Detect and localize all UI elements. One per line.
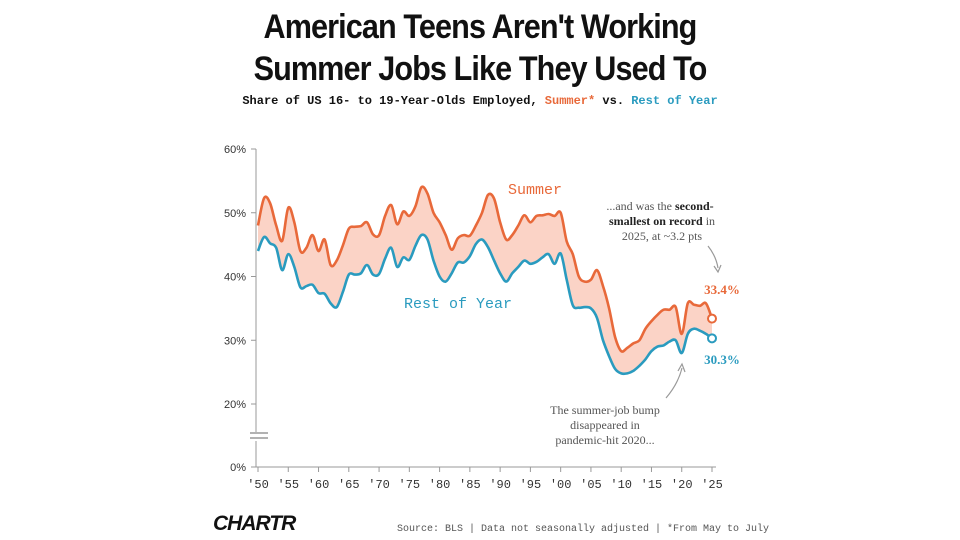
annotation-top-text: in [703,214,715,228]
subtitle-rest: Rest of Year [631,94,718,108]
chart-subtitle: Share of US 16- to 19-Year-Olds Employed… [0,94,960,108]
annotation-top-bold: smallest on record [609,214,703,228]
x-tick-label: '85 [459,478,481,492]
x-tick-label: '90 [489,478,511,492]
source-note: Source: BLS | Data not seasonally adjust… [397,524,770,535]
chartr-logo: CHARTR [213,512,296,535]
annotation-top-line1: ...and was the second- [606,199,713,213]
annotation-top-bold: second- [675,199,714,213]
annotation-top-text: ...and was the [606,199,675,213]
annotation-bottom-line2: disappeared in [570,418,640,432]
y-tick-label: 0% [230,462,246,474]
x-tick-label: '20 [671,478,693,492]
annotation-top-line2: smallest on record in [609,214,715,228]
x-tick-label: '80 [429,478,451,492]
chart-title-line2: Summer Jobs Like They Used To [253,50,708,88]
x-tick-label: '00 [550,478,572,492]
rest-series-label: Rest of Year [404,296,512,313]
x-tick-label: '25 [701,478,723,492]
x-tick-label: '50 [247,478,269,492]
rest-end-marker [707,333,717,344]
y-tick-label: 60% [224,144,246,156]
y-tick-label: 30% [224,335,246,347]
rest-end-label: 30.3% [704,352,740,367]
x-tick-label: '05 [580,478,602,492]
annotation-bottom-line3: pandemic-hit 2020... [555,433,654,447]
x-tick-label: '10 [610,478,632,492]
x-tick-label: '15 [641,478,663,492]
x-tick-label: '55 [277,478,299,492]
y-tick-label: 20% [224,399,246,411]
chart-title-line1: American Teens Aren't Working [263,8,698,46]
y-tick-label: 40% [224,272,246,284]
x-tick-label: '75 [399,478,421,492]
annotation-bottom-line1: The summer-job bump [550,403,660,417]
x-tick-label: '65 [338,478,360,492]
y-tick-label: 50% [224,208,246,220]
x-tick-label: '95 [520,478,542,492]
x-tick-label: '70 [368,478,390,492]
summer-series-label: Summer [508,182,562,199]
annotation-top-arrow [707,245,719,269]
summer-end-marker [707,313,717,324]
annotation-top-arrowhead [713,264,722,274]
subtitle-prefix: Share of US 16- to 19-Year-Olds Employed… [242,94,538,108]
annotation-bottom-arrow [665,367,683,399]
annotation-bottom-arrowhead [677,362,686,373]
rest-of-year-line [256,233,713,376]
annotation-top-line3: 2025, at ~3.2 pts [622,229,702,243]
subtitle-vs: vs. [602,94,625,108]
summer-end-label: 33.4% [704,282,740,297]
summer-line [256,185,714,353]
subtitle-summer: Summer* [544,94,596,108]
x-tick-label: '60 [308,478,330,492]
